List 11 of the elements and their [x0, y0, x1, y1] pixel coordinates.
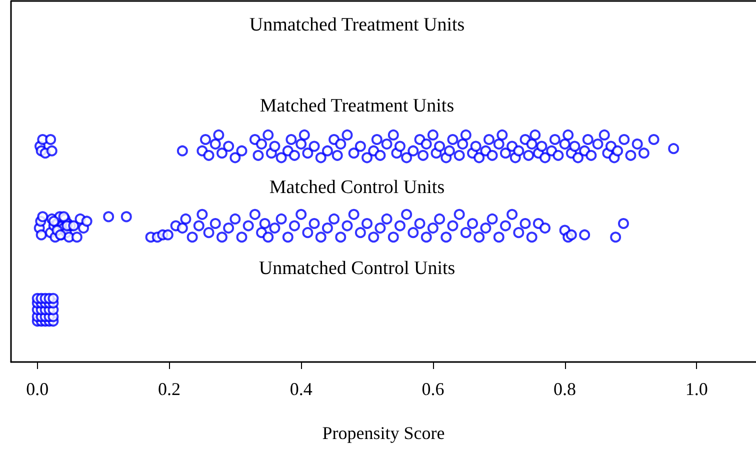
x-tick-label: 0.6 [422, 379, 444, 399]
x-tick-label: 0.4 [290, 379, 312, 399]
annotation: Matched Control Units [269, 176, 445, 198]
x-axis-title: Propensity Score [322, 423, 445, 443]
annotation: Unmatched Control Units [258, 258, 456, 279]
x-tick-label: 1.0 [685, 379, 708, 399]
x-tick-label: 0.2 [158, 379, 180, 399]
text: Matched Treatment Units [260, 96, 454, 117]
x-tick-label: 0.0 [26, 379, 49, 399]
text: Unmatched Treatment Units [249, 14, 465, 36]
x-tick-label: 0.8 [554, 379, 576, 399]
